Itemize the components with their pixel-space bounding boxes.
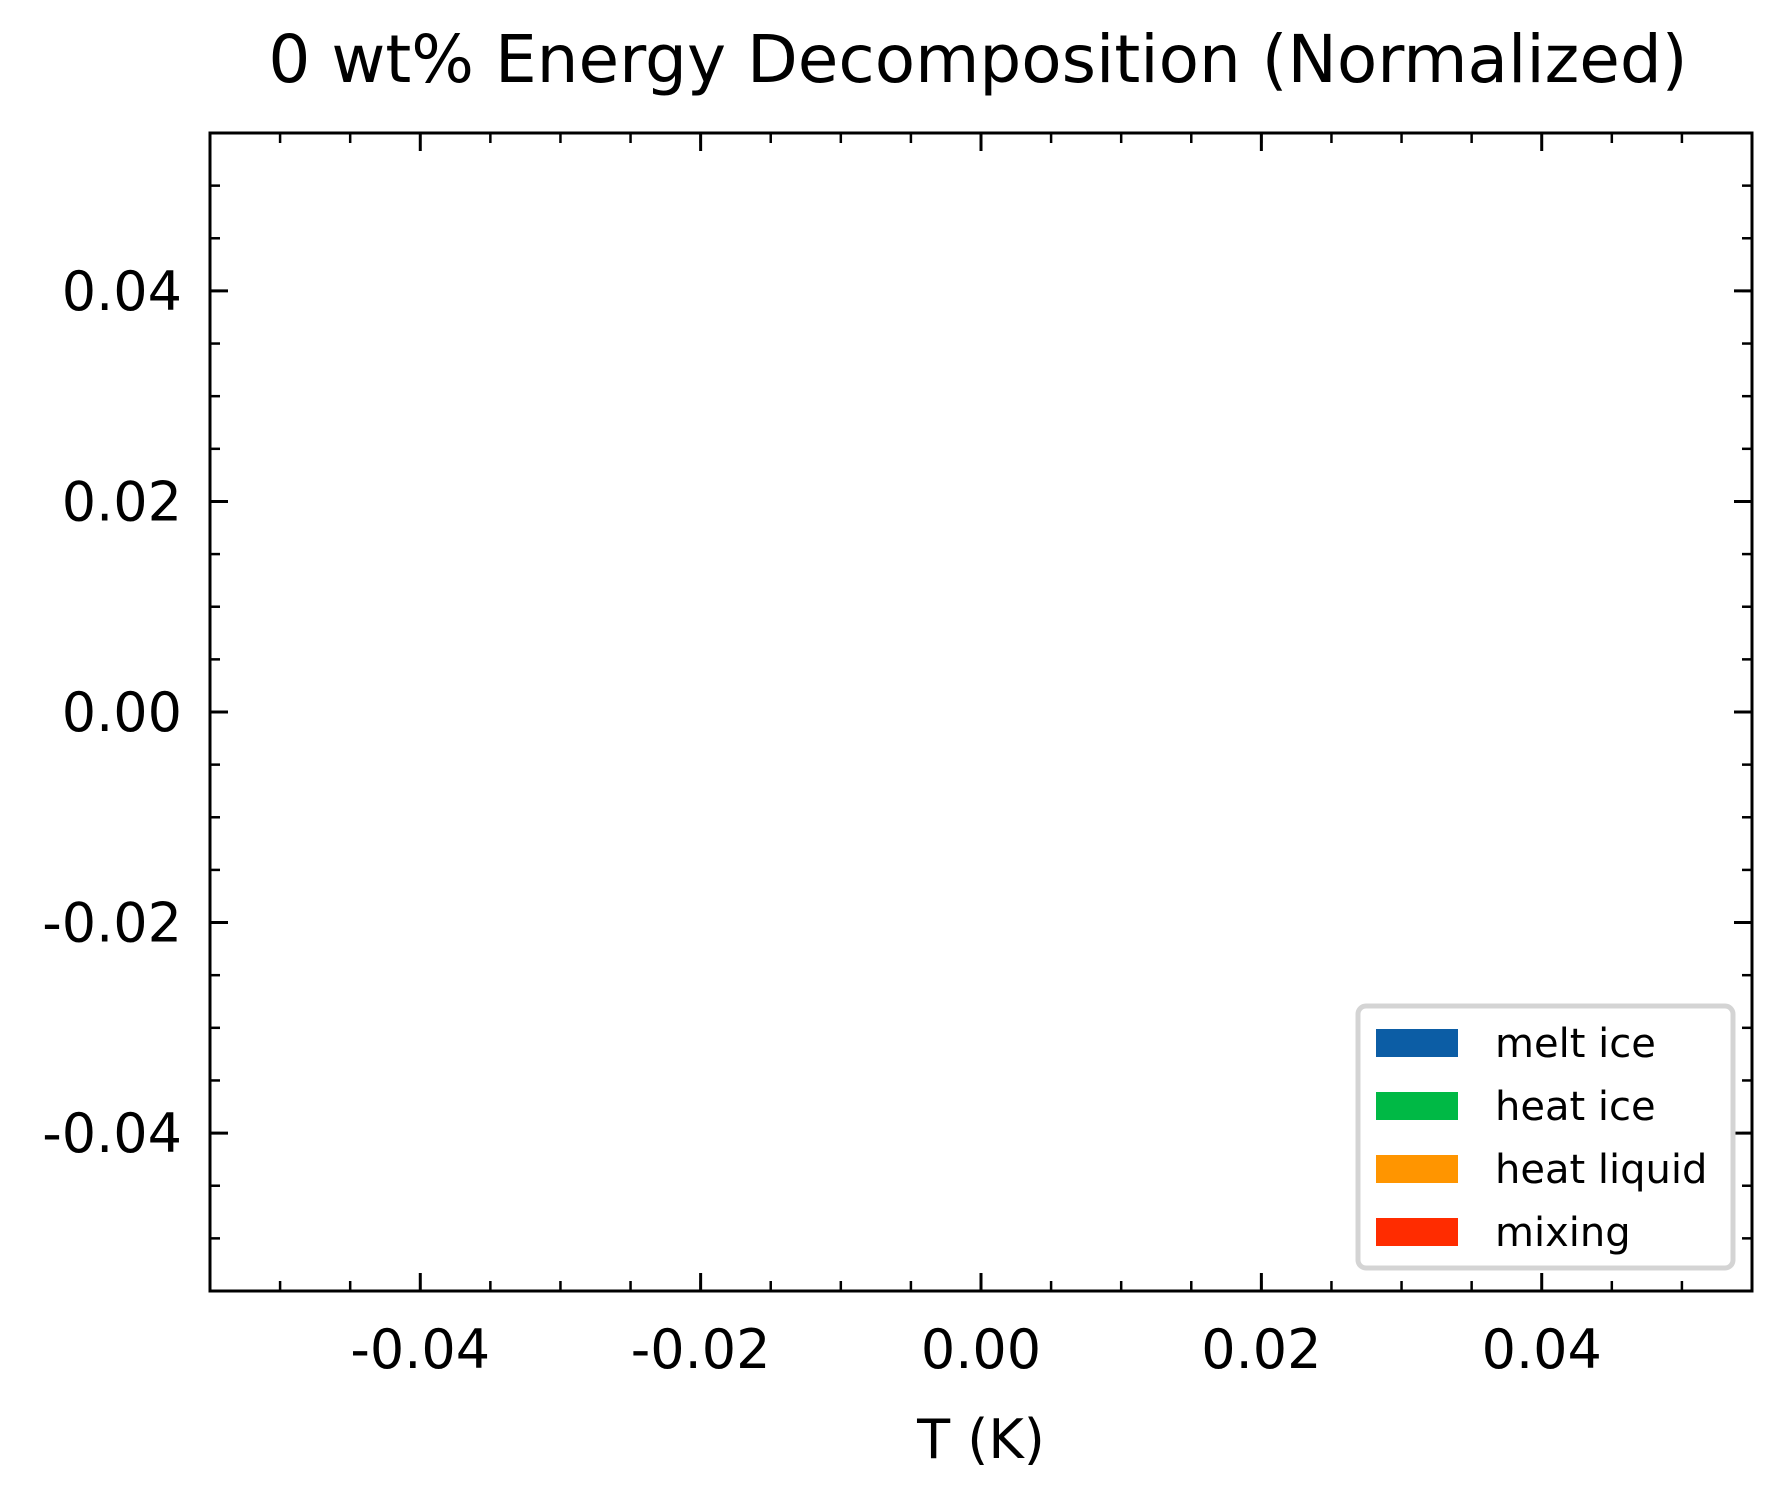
legend-swatch bbox=[1376, 1092, 1458, 1120]
legend: melt ice heat ice heat liquid mixing bbox=[1355, 1003, 1736, 1271]
legend-swatch bbox=[1376, 1029, 1458, 1057]
legend-label: heat liquid bbox=[1495, 1147, 1707, 1193]
x-tick-label: -0.02 bbox=[631, 1318, 771, 1381]
x-tick-label: 0.02 bbox=[1201, 1318, 1321, 1381]
ticks-layer: -0.04 -0.02 0.00 0.02 0.04 -0.04 -0.02 0.00 0.02… bbox=[42, 131, 1754, 1381]
legend-label: heat ice bbox=[1495, 1084, 1656, 1130]
plot-frame bbox=[208, 131, 1754, 1293]
legend-frame bbox=[1355, 1003, 1736, 1271]
x-tick-label: -0.04 bbox=[350, 1318, 490, 1381]
x-tick-label: 0.00 bbox=[921, 1318, 1041, 1381]
y-tick-label: 0.02 bbox=[62, 470, 182, 533]
legend-label: melt ice bbox=[1495, 1021, 1656, 1067]
x-axis-label: T (K) bbox=[916, 1408, 1045, 1471]
legend-label: mixing bbox=[1495, 1210, 1631, 1256]
y-tick-label: -0.04 bbox=[42, 1102, 182, 1165]
y-tick-label: 0.00 bbox=[62, 681, 182, 744]
y-tick-label: 0.04 bbox=[62, 260, 182, 323]
x-tick-label: 0.04 bbox=[1482, 1318, 1602, 1381]
y-tick-label: -0.02 bbox=[42, 892, 182, 955]
legend-swatch bbox=[1376, 1155, 1458, 1183]
chart-title: 0 wt% Energy Decomposition (Normalized) bbox=[268, 21, 1687, 98]
legend-swatch bbox=[1376, 1218, 1458, 1246]
